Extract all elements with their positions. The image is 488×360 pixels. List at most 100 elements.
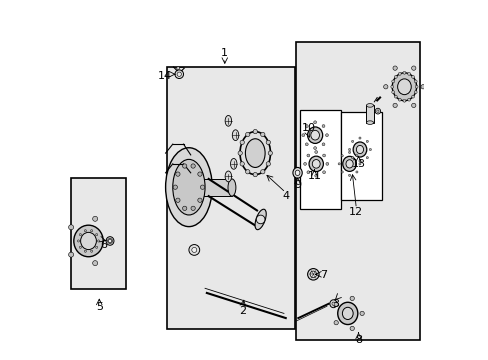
Circle shape: [191, 164, 195, 168]
Ellipse shape: [310, 130, 319, 140]
Ellipse shape: [342, 156, 356, 171]
Ellipse shape: [309, 271, 316, 278]
Circle shape: [355, 155, 357, 157]
Ellipse shape: [227, 179, 235, 196]
Circle shape: [191, 247, 196, 252]
Circle shape: [175, 172, 180, 176]
Circle shape: [182, 164, 186, 168]
Circle shape: [306, 171, 309, 174]
Circle shape: [267, 151, 272, 155]
Text: 6: 6: [100, 239, 107, 249]
Circle shape: [68, 225, 74, 230]
Circle shape: [391, 80, 394, 83]
Bar: [300, 110, 341, 209]
Circle shape: [322, 125, 325, 127]
Circle shape: [79, 234, 81, 236]
Circle shape: [197, 198, 202, 202]
Ellipse shape: [337, 302, 357, 324]
Ellipse shape: [172, 159, 204, 215]
Circle shape: [358, 137, 360, 139]
Ellipse shape: [224, 171, 231, 182]
Circle shape: [305, 125, 307, 127]
Circle shape: [420, 85, 425, 89]
Ellipse shape: [397, 79, 410, 95]
Circle shape: [95, 246, 98, 248]
Circle shape: [92, 216, 98, 221]
Circle shape: [366, 157, 367, 159]
Ellipse shape: [224, 116, 231, 126]
Circle shape: [175, 70, 183, 78]
Ellipse shape: [292, 167, 302, 178]
Text: 10: 10: [301, 123, 315, 133]
Circle shape: [238, 151, 242, 155]
Circle shape: [337, 163, 340, 165]
Circle shape: [313, 147, 316, 149]
Circle shape: [313, 121, 316, 124]
Circle shape: [358, 163, 360, 165]
Ellipse shape: [307, 127, 322, 143]
Circle shape: [95, 234, 98, 236]
Circle shape: [90, 230, 93, 232]
Ellipse shape: [230, 158, 237, 169]
Circle shape: [394, 76, 396, 78]
Circle shape: [322, 154, 325, 157]
Ellipse shape: [346, 160, 352, 168]
Ellipse shape: [331, 302, 334, 305]
Circle shape: [349, 296, 354, 301]
Text: 14: 14: [158, 71, 172, 81]
Circle shape: [182, 206, 186, 211]
Circle shape: [414, 85, 417, 88]
Ellipse shape: [74, 225, 103, 257]
Ellipse shape: [366, 104, 373, 107]
Circle shape: [411, 66, 415, 70]
Circle shape: [333, 320, 338, 325]
Circle shape: [314, 150, 317, 153]
Circle shape: [256, 215, 264, 224]
Circle shape: [92, 261, 98, 266]
Circle shape: [368, 148, 371, 150]
Circle shape: [411, 76, 414, 78]
Circle shape: [341, 171, 343, 173]
Circle shape: [90, 250, 93, 252]
Circle shape: [325, 162, 328, 165]
Circle shape: [301, 134, 304, 136]
Circle shape: [351, 157, 353, 159]
Circle shape: [314, 174, 317, 177]
Circle shape: [359, 311, 364, 316]
Circle shape: [394, 95, 396, 98]
Text: 8: 8: [354, 334, 361, 345]
Text: 9: 9: [293, 180, 301, 190]
Circle shape: [77, 240, 80, 242]
Ellipse shape: [245, 139, 264, 167]
Ellipse shape: [165, 148, 212, 226]
Circle shape: [245, 170, 249, 174]
Ellipse shape: [342, 307, 352, 319]
Circle shape: [173, 185, 177, 189]
Circle shape: [411, 103, 415, 108]
Circle shape: [306, 154, 309, 157]
Bar: [366, 105, 373, 123]
Ellipse shape: [308, 156, 323, 172]
Text: 2: 2: [239, 306, 246, 316]
Text: 12: 12: [348, 207, 363, 217]
Bar: [340, 112, 381, 200]
Circle shape: [398, 98, 400, 101]
Circle shape: [322, 171, 325, 174]
Circle shape: [305, 143, 307, 146]
Circle shape: [253, 130, 257, 134]
Circle shape: [260, 132, 264, 137]
Circle shape: [240, 140, 244, 144]
Text: 3: 3: [332, 299, 339, 309]
Circle shape: [402, 71, 405, 74]
Bar: [70, 178, 126, 289]
Circle shape: [407, 98, 410, 101]
Circle shape: [175, 198, 180, 202]
Circle shape: [355, 171, 357, 173]
Ellipse shape: [376, 110, 378, 112]
Ellipse shape: [366, 121, 373, 125]
Text: 4: 4: [282, 191, 289, 201]
Circle shape: [177, 72, 181, 76]
Ellipse shape: [356, 145, 363, 154]
Text: 5: 5: [96, 302, 102, 312]
Circle shape: [197, 172, 202, 176]
